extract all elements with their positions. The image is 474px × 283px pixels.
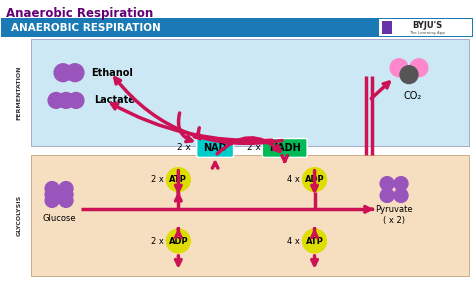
FancyBboxPatch shape	[382, 21, 392, 34]
Circle shape	[54, 64, 72, 82]
Circle shape	[302, 168, 327, 192]
Text: ADP: ADP	[169, 237, 188, 246]
Text: NADH: NADH	[269, 143, 301, 153]
FancyBboxPatch shape	[31, 155, 469, 276]
FancyBboxPatch shape	[1, 18, 473, 37]
Text: ANAEROBIC RESPIRATION: ANAEROBIC RESPIRATION	[11, 23, 161, 33]
FancyBboxPatch shape	[262, 139, 307, 157]
Circle shape	[302, 229, 327, 253]
Circle shape	[380, 177, 394, 190]
Circle shape	[59, 182, 73, 196]
Text: Glucose: Glucose	[42, 214, 76, 223]
Text: Pyruvate
( x 2): Pyruvate ( x 2)	[375, 205, 413, 225]
Circle shape	[410, 59, 428, 77]
Text: ATP: ATP	[306, 237, 323, 246]
Text: Lactate: Lactate	[94, 95, 135, 105]
Circle shape	[45, 188, 59, 201]
Circle shape	[166, 168, 190, 192]
Text: 2 x: 2 x	[151, 175, 164, 184]
Text: 4 x: 4 x	[287, 175, 300, 184]
Circle shape	[394, 177, 408, 190]
Circle shape	[59, 194, 73, 207]
Text: BYJU'S: BYJU'S	[412, 21, 442, 30]
Circle shape	[380, 188, 394, 202]
FancyBboxPatch shape	[197, 139, 234, 157]
FancyBboxPatch shape	[379, 19, 472, 36]
Circle shape	[166, 229, 190, 253]
Text: 2 x: 2 x	[151, 237, 164, 246]
Circle shape	[59, 188, 73, 201]
Text: GLYCOLYSIS: GLYCOLYSIS	[17, 195, 22, 236]
Text: Anaerobic Respiration: Anaerobic Respiration	[6, 7, 154, 20]
Text: 2 x: 2 x	[247, 143, 261, 153]
Text: 4 x: 4 x	[287, 237, 300, 246]
Circle shape	[390, 59, 408, 77]
Text: The Learning App: The Learning App	[409, 31, 445, 35]
Circle shape	[48, 93, 64, 108]
Text: Ethanol: Ethanol	[91, 68, 133, 78]
Circle shape	[45, 194, 59, 207]
Text: FERMENTATION: FERMENTATION	[17, 65, 22, 120]
Circle shape	[68, 93, 84, 108]
Circle shape	[66, 64, 84, 82]
Text: ATP: ATP	[169, 175, 187, 184]
Text: CO₂: CO₂	[404, 91, 422, 102]
Circle shape	[45, 182, 59, 196]
Text: 2 x: 2 x	[177, 143, 191, 153]
Circle shape	[394, 188, 408, 202]
Text: ADP: ADP	[305, 175, 324, 184]
Circle shape	[58, 93, 74, 108]
FancyBboxPatch shape	[31, 39, 469, 146]
Circle shape	[400, 66, 418, 83]
Text: NAD: NAD	[203, 143, 227, 153]
